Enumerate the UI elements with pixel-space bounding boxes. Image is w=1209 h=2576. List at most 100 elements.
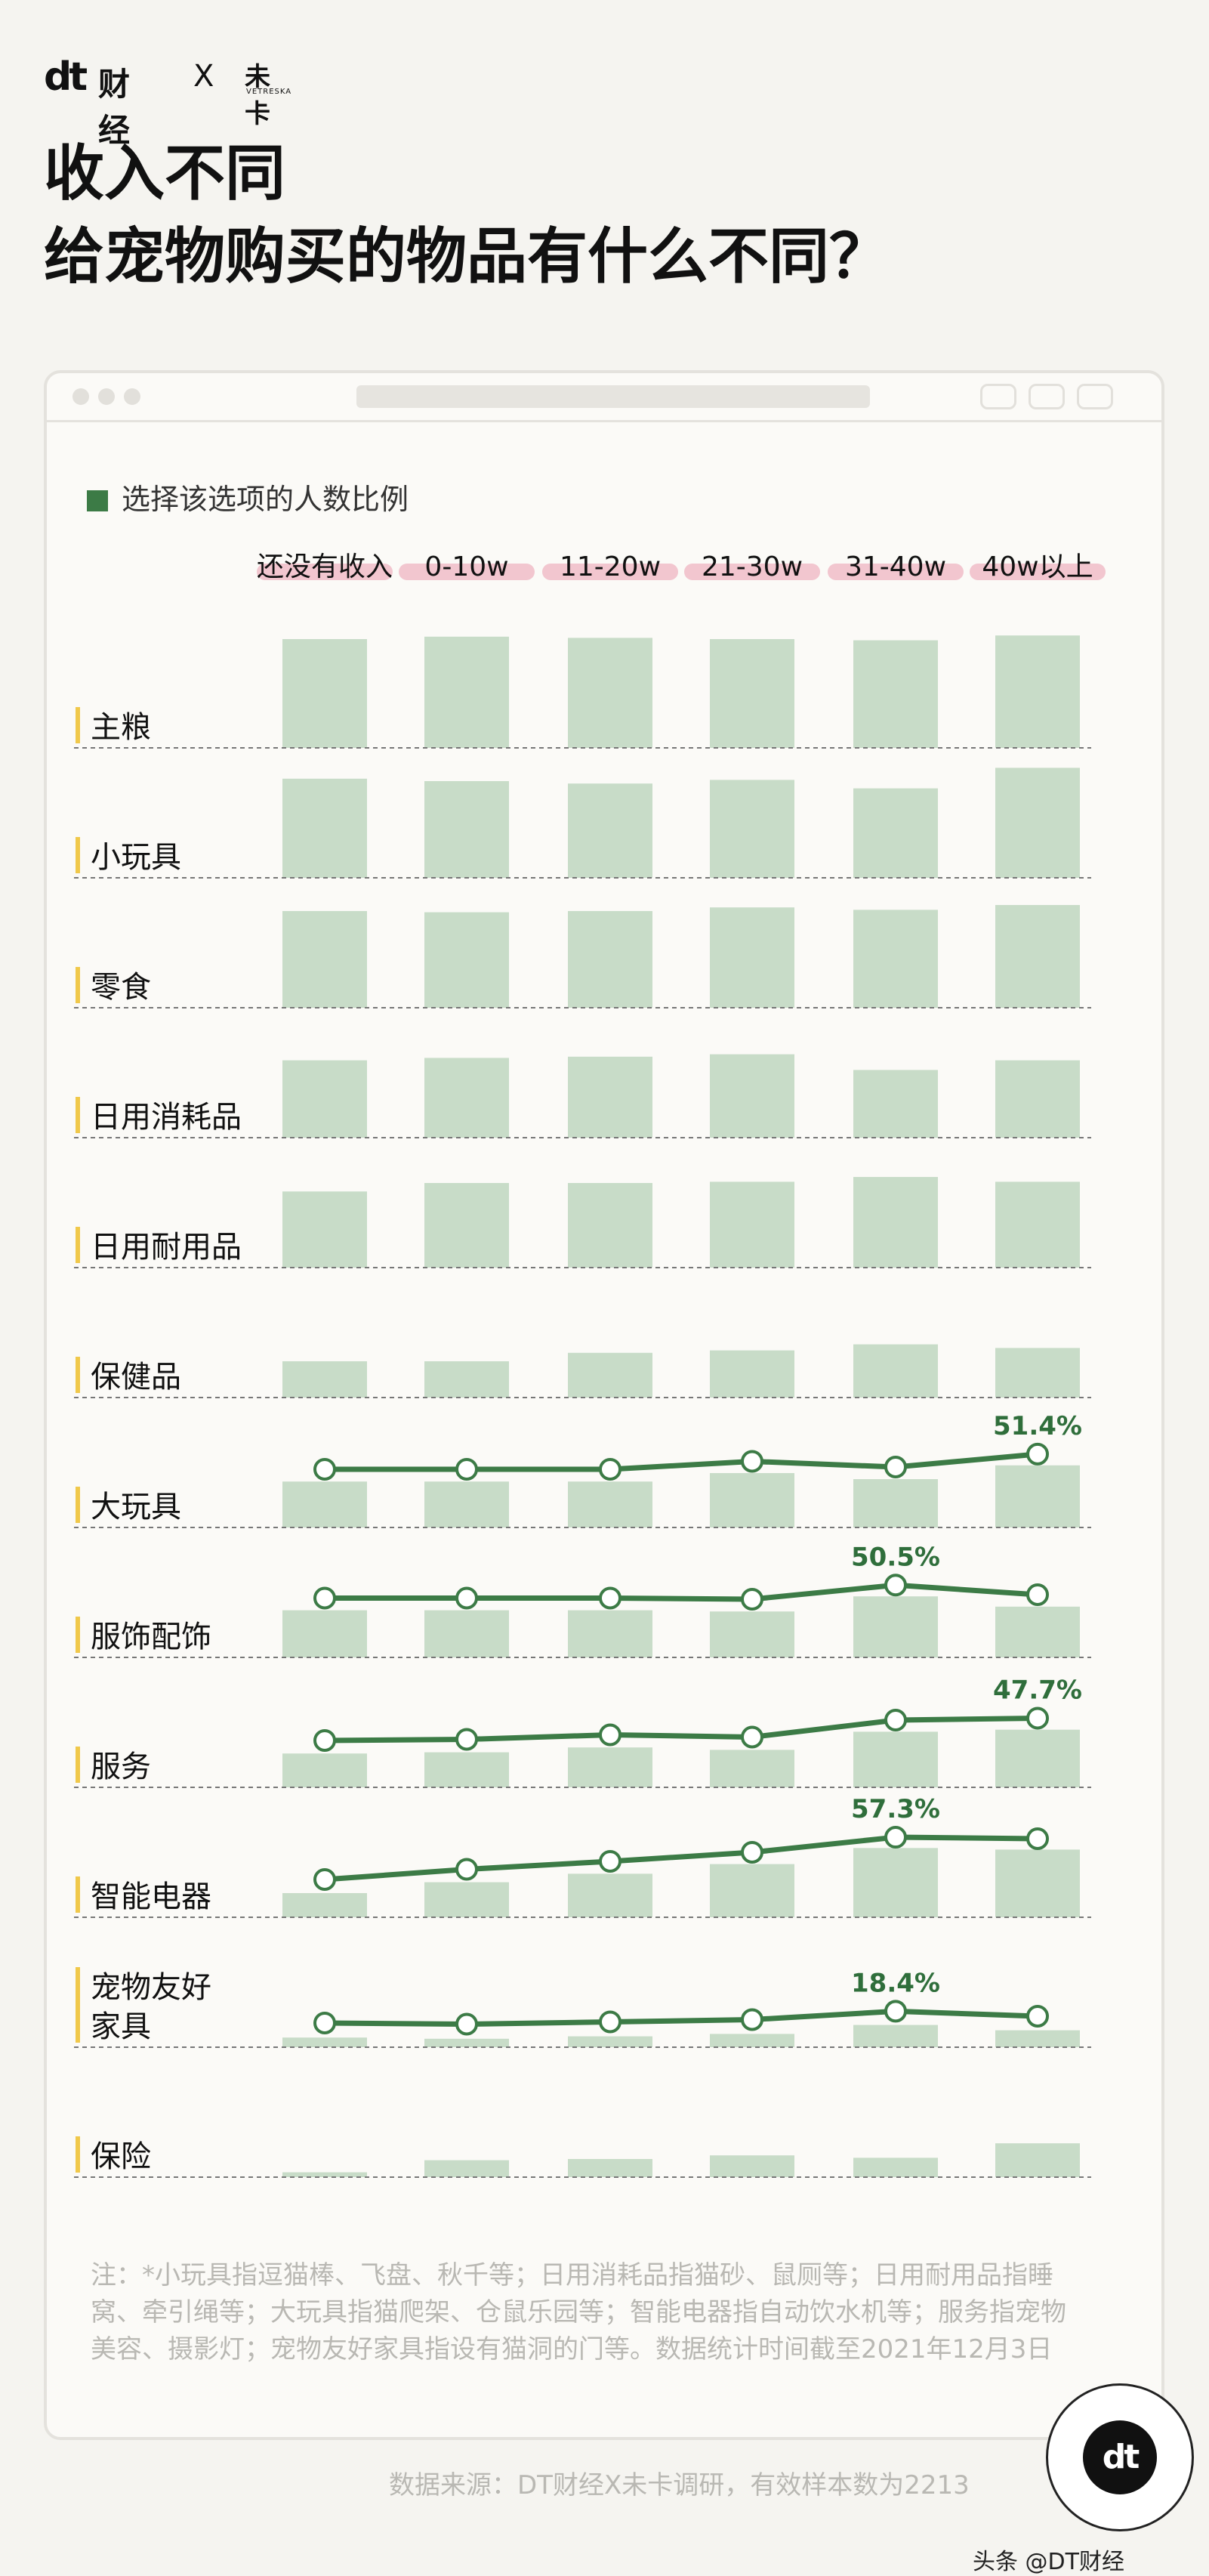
bar (853, 788, 938, 878)
row-label: 服务 (91, 1750, 151, 1784)
row-marker (76, 1357, 80, 1393)
bar (424, 912, 509, 1008)
bar (710, 639, 794, 748)
row-label: 日用耐用品 (91, 1230, 242, 1265)
row-label: 主粮 (91, 710, 151, 745)
data-point (313, 1458, 336, 1481)
row-label: 服饰配饰 (91, 1620, 211, 1654)
data-point (599, 1723, 621, 1747)
bar (424, 1361, 509, 1398)
window-minimize-icon (98, 388, 115, 405)
bar (568, 1873, 652, 1917)
row-marker (76, 707, 80, 743)
row-marker (76, 1227, 80, 1263)
address-bar (356, 385, 870, 408)
bar (282, 2172, 367, 2177)
data-point (741, 1450, 763, 1473)
bar (568, 2159, 652, 2177)
column-label: 0-10w (424, 551, 508, 582)
data-point (1026, 1442, 1049, 1466)
bar (710, 2034, 794, 2047)
bar (282, 1893, 367, 1917)
bar (282, 911, 367, 1008)
window-maximize-icon (124, 388, 140, 405)
bar (424, 1882, 509, 1917)
data-point (599, 1458, 621, 1481)
bar (853, 2025, 938, 2047)
data-point (741, 2008, 763, 2031)
bar (853, 910, 938, 1008)
bar (710, 1181, 794, 1268)
column-label-highlight (257, 564, 393, 580)
data-point (1026, 1583, 1049, 1606)
data-point (313, 1729, 336, 1752)
partner-logo-en: VETRESKA (246, 88, 292, 96)
bar (995, 1849, 1080, 1917)
bar (995, 1606, 1080, 1657)
tabs-icon (1077, 384, 1113, 409)
bar (424, 1058, 509, 1138)
bar (568, 1056, 652, 1138)
data-label: 57.3% (851, 1794, 940, 1824)
data-point (1026, 1707, 1049, 1730)
data-point (455, 2012, 478, 2036)
row-marker (76, 967, 80, 1003)
bar (995, 768, 1080, 878)
window-close-icon (72, 388, 89, 405)
column-label: 31-40w (845, 551, 946, 582)
row-marker (76, 2136, 80, 2173)
data-point (884, 2000, 907, 2023)
row-label: 日用消耗品 (91, 1100, 242, 1135)
bar (995, 2030, 1080, 2047)
column-label: 11-20w (560, 551, 661, 582)
data-point (455, 1728, 478, 1751)
bar (282, 639, 367, 748)
bar (568, 2036, 652, 2047)
bar (282, 1191, 367, 1268)
data-point (884, 1456, 907, 1478)
row-marker (76, 1487, 80, 1523)
bar (424, 781, 509, 878)
data-point (741, 1588, 763, 1611)
bar (282, 2037, 367, 2047)
bar (710, 1864, 794, 1917)
bar (853, 1596, 938, 1657)
footnote: 注：*小玩具指逗猫棒、飞盘、秋千等；日用消耗品指猫砂、鼠厕等；日用耐用品指睡窝、… (91, 2260, 1066, 2364)
bar (424, 1610, 509, 1657)
bar (853, 1479, 938, 1527)
column-label: 还没有收入 (257, 551, 393, 582)
legend-swatch (87, 490, 108, 511)
bar (853, 1177, 938, 1268)
column-label-highlight (542, 564, 678, 580)
share-icon (1029, 384, 1065, 409)
row-label: 保健品 (91, 1360, 181, 1395)
data-point (455, 1586, 478, 1610)
bar (710, 1054, 794, 1138)
bar (853, 640, 938, 748)
data-point (599, 2010, 621, 2034)
bar (568, 1610, 652, 1657)
data-label: 51.4% (993, 1411, 1082, 1441)
bar (710, 2155, 794, 2177)
bar (568, 1352, 652, 1398)
bar (853, 1070, 938, 1138)
column-label-highlight (684, 564, 820, 580)
row-label: 大玩具 (91, 1490, 181, 1524)
series-line (325, 1451, 1038, 1472)
column-label: 21-30w (702, 551, 803, 582)
bar (424, 636, 509, 748)
data-label: 47.7% (993, 1675, 1082, 1705)
bar (853, 1731, 938, 1787)
bar (424, 2038, 509, 2047)
data-point (1026, 1827, 1049, 1850)
data-label: 50.5% (851, 1542, 940, 1572)
dt-name: 财经 (98, 66, 131, 149)
row-label: 宠物友好 (91, 1970, 211, 2005)
row-marker (76, 837, 80, 873)
column-label: 40w以上 (982, 551, 1093, 582)
bar (568, 911, 652, 1008)
bar (710, 780, 794, 878)
record-icon (980, 384, 1016, 409)
data-point (455, 1858, 478, 1881)
